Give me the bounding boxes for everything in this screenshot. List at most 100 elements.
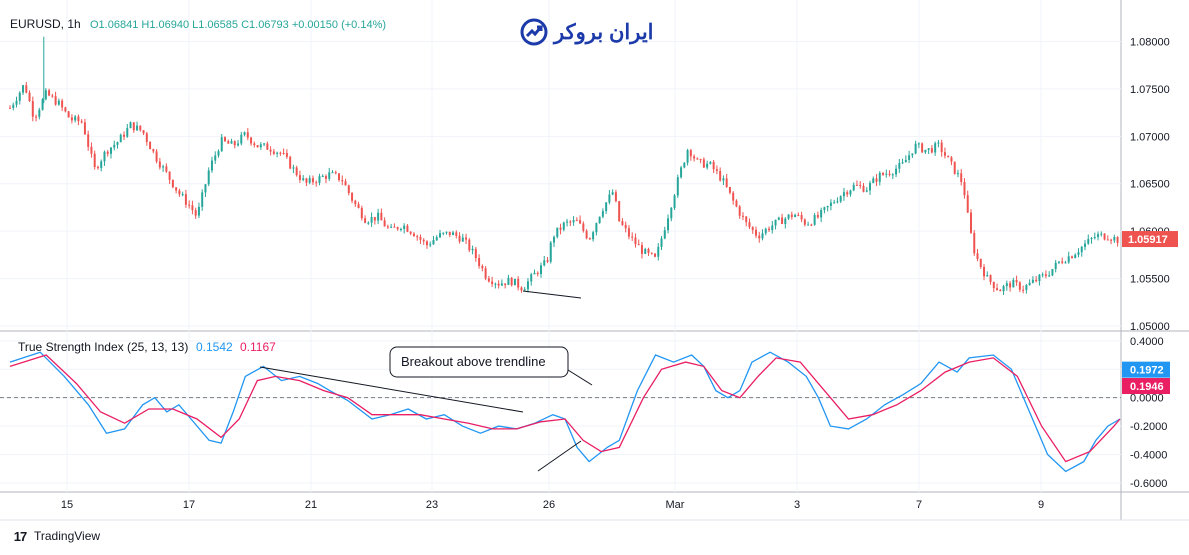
candle-body xyxy=(28,92,31,102)
grid-layer xyxy=(0,0,1189,521)
candle-body xyxy=(377,212,380,221)
candle-body xyxy=(523,289,526,291)
time-tick-label: 3 xyxy=(794,499,800,511)
candle-body xyxy=(1116,237,1119,243)
candle-body xyxy=(526,281,529,290)
candle-body xyxy=(592,232,595,240)
time-tick-label: 26 xyxy=(543,499,555,511)
candle-body xyxy=(468,239,471,251)
signal-value: 0.1167 xyxy=(240,340,276,354)
candle-body xyxy=(393,226,396,228)
candle-body xyxy=(1048,275,1051,277)
candle-body xyxy=(761,233,764,239)
candle-body xyxy=(497,283,500,286)
candle-body xyxy=(924,149,927,153)
symbol-title[interactable]: EURUSD, 1h xyxy=(10,17,81,31)
candle-body xyxy=(595,223,598,233)
candle-body xyxy=(810,224,813,226)
candle-body xyxy=(663,230,666,239)
candle-body xyxy=(1025,285,1028,290)
candle-body xyxy=(240,134,243,144)
candle-body xyxy=(406,225,409,232)
footer-brand[interactable]: TradingView xyxy=(34,529,101,543)
candle-body xyxy=(175,187,178,191)
candle-body xyxy=(800,215,803,220)
candle-body xyxy=(354,200,357,205)
candle-body xyxy=(210,160,213,171)
candle-body xyxy=(983,266,986,277)
candle-body xyxy=(15,100,18,105)
candle-body xyxy=(9,107,11,109)
last-price-badge xyxy=(1122,231,1178,248)
candle-body xyxy=(295,167,298,176)
tradingview-logo-icon[interactable]: 17 xyxy=(13,528,27,544)
candle-body xyxy=(194,210,197,216)
candle-body xyxy=(357,204,360,208)
candle-body xyxy=(891,174,894,176)
candle-body xyxy=(51,95,54,97)
candle-body xyxy=(741,215,744,217)
candle-body xyxy=(383,220,386,227)
candle-body xyxy=(158,161,161,168)
candle-body xyxy=(787,214,790,219)
candle-body xyxy=(83,122,86,135)
candle-body xyxy=(31,101,34,117)
candle-body xyxy=(445,231,448,233)
signal-line xyxy=(9,354,1121,463)
candle-body xyxy=(1113,237,1116,241)
candle-body xyxy=(1070,256,1073,259)
candle-body xyxy=(230,141,233,144)
candle-body xyxy=(872,178,875,184)
candle-body xyxy=(927,148,930,150)
candle-body xyxy=(54,96,57,105)
breakout-callout[interactable]: Breakout above trendline xyxy=(389,346,593,386)
candle-body xyxy=(22,85,25,93)
time-tick-label: Mar xyxy=(666,499,685,511)
candle-body xyxy=(435,237,438,241)
candle-body xyxy=(48,90,51,96)
candle-body xyxy=(712,161,715,170)
candle-body xyxy=(673,195,676,208)
candle-body xyxy=(360,207,363,219)
candle-body xyxy=(807,224,810,226)
time-axis[interactable]: 15 17 21 23 26 Mar 3 7 9 xyxy=(61,499,1044,511)
ohlc-values: O1.06841 H1.06940 L1.06585 C1.06793 +0.0… xyxy=(90,19,386,31)
time-tick-label: 15 xyxy=(61,499,73,511)
callout-pointer xyxy=(567,369,593,386)
candle-body xyxy=(1061,261,1064,263)
tsi-title[interactable]: True Strength Index (25, 13, 13) xyxy=(18,340,188,354)
candle-body xyxy=(12,104,15,108)
candle-body xyxy=(1097,234,1100,238)
tsi-line xyxy=(9,351,1121,473)
candle-body xyxy=(386,226,389,228)
candle-body xyxy=(536,272,539,275)
candle-body xyxy=(953,161,956,174)
candle-body xyxy=(100,161,103,169)
candle-body xyxy=(370,216,373,223)
price-axis[interactable]: 1.080001.075001.070001.065001.060001.055… xyxy=(1122,36,1178,490)
candle-body xyxy=(686,150,689,163)
candle-body xyxy=(869,183,872,191)
candle-body xyxy=(409,231,412,234)
candle-body xyxy=(901,162,904,164)
candle-body xyxy=(888,173,891,175)
candle-body xyxy=(119,134,122,143)
candle-body xyxy=(1100,233,1103,235)
candle-body xyxy=(1018,282,1021,290)
candle-body xyxy=(448,231,451,236)
candle-body xyxy=(237,143,240,146)
candle-body xyxy=(351,193,354,201)
candle-body xyxy=(797,214,800,216)
candle-body xyxy=(432,240,435,245)
candle-body xyxy=(644,249,647,254)
tsi-value-badge xyxy=(1122,361,1170,378)
candle-body xyxy=(1087,239,1090,244)
candle-body xyxy=(266,143,269,150)
candle-body xyxy=(670,207,673,219)
candle-body xyxy=(1009,283,1012,288)
candle-body xyxy=(963,181,966,196)
candle-body xyxy=(696,158,699,160)
candle-body xyxy=(973,232,976,254)
candle-body xyxy=(1002,286,1005,292)
